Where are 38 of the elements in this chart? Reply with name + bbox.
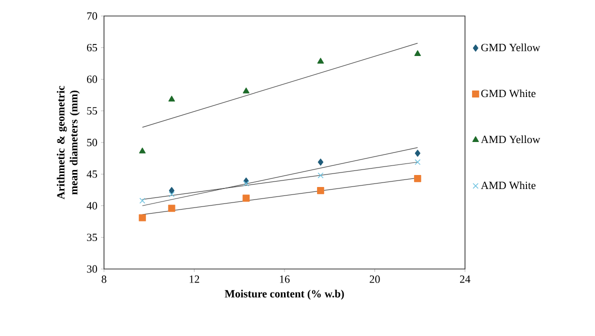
point [168,204,176,212]
point [414,150,420,157]
point [138,214,146,222]
x-tick-label: 24 [460,276,470,283]
point [318,158,324,166]
point [139,148,146,154]
point [168,187,174,194]
point [414,175,422,182]
point [243,180,250,187]
x-tick-label: 12 [190,276,200,283]
point [414,159,421,166]
y-tick-label: 55 [87,107,98,115]
y-tick-label: 35 [87,234,98,242]
y-tick-label: 30 [87,265,98,273]
point [318,172,324,178]
y-tick-label: 40 [86,202,98,210]
point [242,194,250,202]
x-tick-label: 8 [102,276,106,283]
y-tick-label: 70 [87,12,98,20]
y-tick-label: 65 [87,44,98,52]
legend-label: AMD Yellow [480,135,540,144]
x-tick-label: 20 [370,276,380,283]
point [139,198,146,204]
y-tick-label: 60 [87,76,98,83]
x-axis-title: Moisture content (% w.b) [224,290,344,300]
legend-label: AMD White [480,181,536,190]
point [317,187,324,194]
legend-label: GMD White [481,89,536,98]
point [414,50,421,56]
point [317,58,324,64]
x-tick-label: 16 [280,276,290,283]
y-tick-label: 45 [86,170,98,178]
point [168,191,175,198]
y-axis-title: Arithmetic & geometric mean diameters (mm) [56,86,80,200]
legend-label: GMD Yellow [481,44,540,52]
point [168,96,175,102]
point [242,88,250,94]
y-tick-label: 50 [87,138,98,146]
